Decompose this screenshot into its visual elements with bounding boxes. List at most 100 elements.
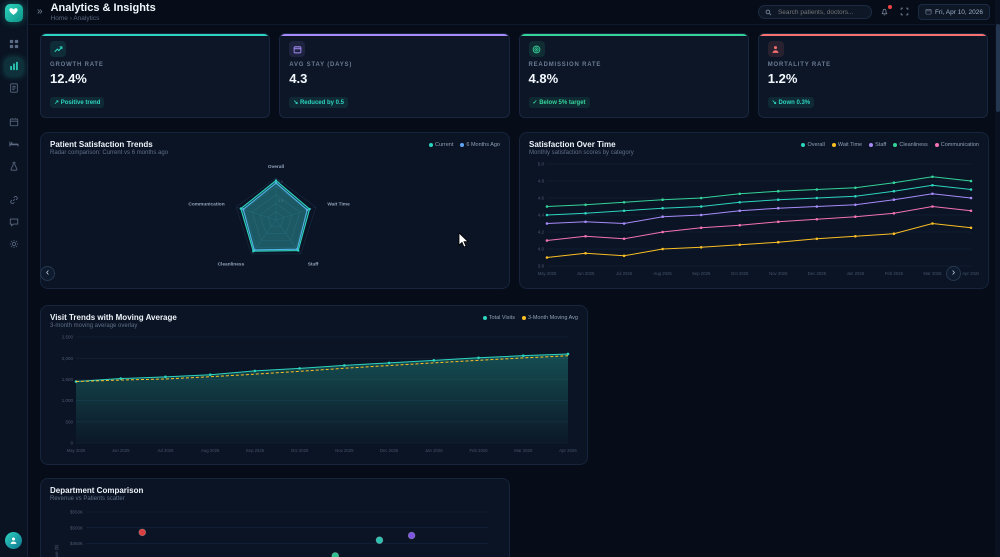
visits-area-chart[interactable]: 0 500 1,000 1,500 2,000 2,500 May 2025 Jun 2025… [50,331,578,455]
kpi-value: 12.4% [50,71,87,86]
kpi-value: 4.3 [289,71,308,86]
topbar: » Analytics & Insights Home › Analytics … [29,0,1000,25]
kpi-card-mortality-rate[interactable]: MORTALITY RATE 1.2% ↘ Down 0.3% [757,33,988,118]
bell-icon [880,3,889,21]
svg-text:2,000: 2,000 [62,356,74,361]
radar-chart[interactable]: Overall Wait Time Staff Cleanliness Communic… [50,158,500,280]
legend-item[interactable]: Cleanliness [893,142,928,148]
svg-text:Mar 2026: Mar 2026 [923,271,942,276]
chat-icon [9,214,19,232]
svg-text:May 2025: May 2025 [67,448,86,453]
sidebar-item-integrations[interactable] [5,192,23,210]
legend-item[interactable]: 3-Month Moving Avg [521,315,578,321]
svg-text:Wait Time: Wait Time [327,201,350,207]
svg-text:1,500: 1,500 [62,377,74,382]
kpi-card-readmission-rate[interactable]: READMISSION RATE 4.8% ✓ Below 5% target [518,33,749,118]
svg-text:Jan 2026: Jan 2026 [425,448,443,453]
calendar-icon [925,8,932,17]
satisfaction-line-chart-card: Satisfaction Over Time Monthly satisfact… [519,132,989,289]
sidebar-item-analytics[interactable] [4,58,23,76]
svg-text:Jul 2025: Jul 2025 [616,271,633,276]
kpi-badge: ↗ Positive trend [50,97,105,108]
person-icon [9,532,18,550]
legend-item[interactable]: Overall [801,142,825,148]
sidebar-item-reports[interactable] [5,80,23,98]
svg-text:Jan 2026: Jan 2026 [847,271,865,276]
chart-subtitle: Radar comparison: Current vs 6 months ag… [50,150,169,156]
svg-text:Nov 2025: Nov 2025 [769,271,788,276]
link-icon [9,192,19,210]
carousel-next-button[interactable]: › [946,266,961,281]
svg-text:Revenue ($): Revenue ($) [54,544,59,557]
svg-text:Dec 2025: Dec 2025 [808,271,827,276]
scrollbar-thumb[interactable] [995,24,1000,112]
calendar-icon [289,41,306,57]
legend-item[interactable]: Staff [869,142,886,148]
fullscreen-button[interactable] [898,5,912,19]
document-icon [9,80,19,98]
svg-text:2,500: 2,500 [62,335,74,340]
sidebar-item-settings[interactable] [5,236,23,254]
user-avatar[interactable] [5,532,22,549]
carousel-prev-button[interactable]: ‹ [40,266,55,281]
patient-icon [767,41,784,57]
svg-text:500: 500 [65,419,73,424]
legend-item[interactable]: Total Visits [482,315,515,321]
search-input[interactable] [775,7,865,17]
svg-text:Jun 2025: Jun 2025 [577,271,595,276]
sidebar-item-messages[interactable] [5,214,23,232]
chart-subtitle: 3-month moving average overlay [50,323,138,329]
app-logo[interactable] [4,4,23,22]
kpi-label: READMISSION RATE [528,62,602,68]
kpi-value: 1.2% [767,71,798,86]
sidebar-item-appointments[interactable] [5,114,23,132]
fullscreen-icon [900,3,909,21]
legend-item[interactable]: Wait Time [831,142,862,148]
kpi-badge: ↘ Reduced by 0.5 [289,97,348,108]
svg-text:4.8: 4.8 [538,179,545,184]
department-scatter-chart[interactable]: $550K$500K$450K$400K$350K$300K$250KReven… [50,504,500,557]
svg-text:4.4: 4.4 [538,213,545,218]
svg-text:May 2025: May 2025 [538,271,557,276]
svg-text:1,000: 1,000 [62,398,74,403]
legend-item[interactable]: Communication [934,142,979,148]
svg-text:Staff: Staff [308,262,319,268]
svg-text:Communication: Communication [188,201,224,207]
sidebar-item-dashboard[interactable] [5,36,23,54]
svg-text:4.6: 4.6 [538,196,545,201]
sidebar-item-patients[interactable] [5,136,23,154]
department-scatter-card: Department Comparison Revenue vs Patient… [40,478,510,557]
search-box[interactable] [757,5,872,19]
legend-item[interactable]: Current [429,142,453,148]
kpi-value: 4.8% [528,71,559,86]
date-display[interactable]: Fri, Apr 10, 2026 [917,4,990,20]
kpi-card-growth-rate[interactable]: GROWTH RATE 12.4% ↗ Positive trend [40,33,271,118]
chart-subtitle: Revenue vs Patients scatter [50,496,125,502]
svg-text:Overall: Overall [268,164,284,170]
svg-text:$550K: $550K [70,510,83,515]
kpi-label: GROWTH RATE [50,62,104,68]
svg-text:$500K: $500K [70,525,83,530]
page-title-block: Analytics & Insights Home › Analytics [51,2,156,22]
svg-text:Dec 2025: Dec 2025 [380,448,399,453]
notifications-button[interactable] [878,5,892,19]
sidebar-item-departments[interactable] [5,158,23,176]
legend-item[interactable]: 6 Months Ago [460,142,500,148]
svg-text:4.0: 4.0 [538,247,545,252]
page-title: Analytics & Insights [50,1,156,14]
kpi-card-avg-stay[interactable]: AVG STAY (DAYS) 4.3 ↘ Reduced by 0.5 [279,33,510,118]
sidebar-expand-button[interactable]: » [37,6,43,17]
page-scrollbar[interactable] [995,0,1000,557]
chart-row-1: Patient Satisfaction Trends Radar compar… [40,132,989,289]
visits-chart-card: Visit Trends with Moving Average 3-month… [40,305,588,465]
svg-text:Mar 2026: Mar 2026 [514,448,533,453]
kpi-badge: ✓ Below 5% target [528,97,590,108]
chart-title: Visit Trends with Moving Average [50,313,177,322]
svg-text:Apr 2026: Apr 2026 [962,271,979,276]
chart-legend: Total Visits 3-Month Moving Avg [482,313,578,321]
chart-legend: Current 6 Months Ago [429,140,500,148]
satisfaction-line-chart[interactable]: 3.8 4.0 4.2 4.4 4.6 4.8 5.0 May 2025 Jun 2025 Jul… [529,158,981,278]
calendar-icon [9,114,19,132]
svg-text:Feb 2026: Feb 2026 [885,271,904,276]
